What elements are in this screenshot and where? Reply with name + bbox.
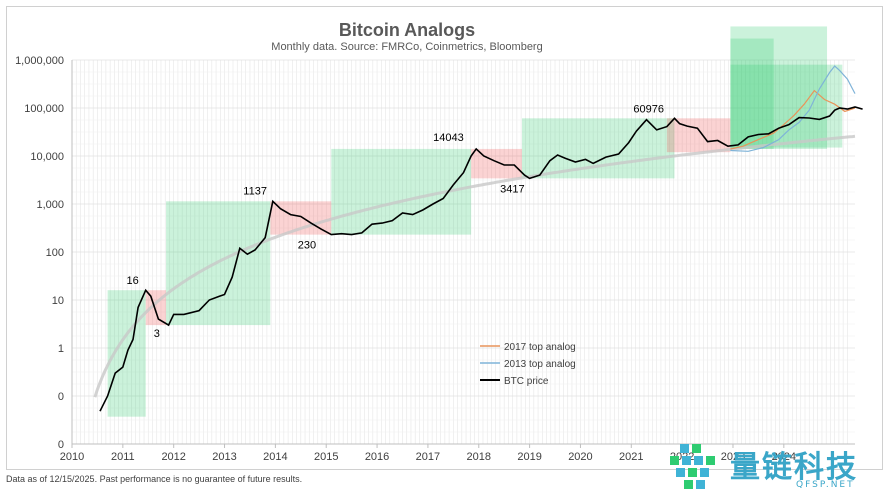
grid-layer (71, 59, 855, 445)
shaded-region-down (666, 118, 731, 153)
x-tick-label: 2017 (416, 451, 440, 463)
legend-label: BTC price (504, 376, 549, 387)
x-tick-label: 2023 (721, 451, 745, 463)
shaded-region-up (521, 118, 675, 179)
legend-label: 2013 top analog (504, 359, 576, 370)
trend-layer (93, 134, 856, 398)
y-tick-label: 100,000 (24, 103, 64, 115)
shaded-region-up (730, 38, 774, 149)
data-label: 230 (298, 240, 316, 252)
chart-title: Bitcoin Analogs (339, 20, 475, 40)
watermark-name: 量链科技 (730, 450, 858, 485)
shaded-region-down (471, 148, 522, 179)
x-tick-label: 2013 (212, 451, 236, 463)
watermark-url: QFSP.NET (796, 480, 855, 490)
y-tick-label: 10 (52, 295, 64, 307)
chart-frame (6, 6, 883, 470)
y-tick-label: 0 (58, 391, 64, 403)
y-tick-label: 100 (46, 247, 64, 259)
y-tick-label: 1,000,000 (15, 55, 64, 67)
y-tick-label: 10,000 (30, 151, 64, 163)
series-line (99, 106, 863, 412)
x-tick-label: 2010 (60, 451, 84, 463)
watermark-logo: 量链科技 QFSP.NET (664, 438, 889, 499)
y-tick-label: 1,000 (36, 199, 64, 211)
data-label: 3417 (500, 183, 524, 195)
legend: 2017 top analog 2013 top analog BTC price (480, 342, 576, 387)
x-tick-label: 2024 (772, 451, 796, 463)
x-tick-label: 2018 (467, 451, 491, 463)
series-layer (99, 65, 863, 412)
data-label: 60976 (633, 103, 664, 115)
x-tick-label: 2020 (568, 451, 592, 463)
watermark-logo-icon (670, 444, 715, 489)
x-tick-label: 2019 (517, 451, 541, 463)
axis-layer: 0 0 1 10 100 1,000 10,000 100,000 1,000,000 2010 2… (15, 55, 855, 463)
data-label: 16 (127, 275, 139, 287)
x-tick-label: 2016 (365, 451, 389, 463)
shaded-region-up (730, 64, 843, 148)
x-tick-label: 2021 (619, 451, 643, 463)
x-tick-label: 2012 (161, 451, 185, 463)
series-line (730, 89, 856, 150)
y-tick-label: 0 (58, 439, 64, 451)
shaded-regions-layer (107, 26, 843, 417)
legend-label: 2017 top analog (504, 342, 576, 353)
y-tick-label: 1 (58, 343, 64, 355)
series-line (730, 65, 856, 152)
x-tick-label: 2014 (263, 451, 287, 463)
trend-curve (93, 134, 856, 398)
bitcoin-analogs-chart: Bitcoin Analogs Monthly data. Source: FM… (15, 20, 863, 463)
annotation-layer: 16 3 1137 230 14043 3417 60976 (127, 103, 664, 340)
footnote: Data as of 12/15/2025. Past performance … (6, 474, 303, 484)
x-tick-label: 2011 (111, 451, 135, 463)
data-label: 1137 (243, 185, 267, 197)
data-label: 3 (154, 328, 160, 340)
chart-subtitle: Monthly data. Source: FMRCo, Coinmetrics… (271, 41, 542, 53)
x-tick-label: 2015 (314, 451, 338, 463)
data-label: 14043 (433, 132, 464, 144)
